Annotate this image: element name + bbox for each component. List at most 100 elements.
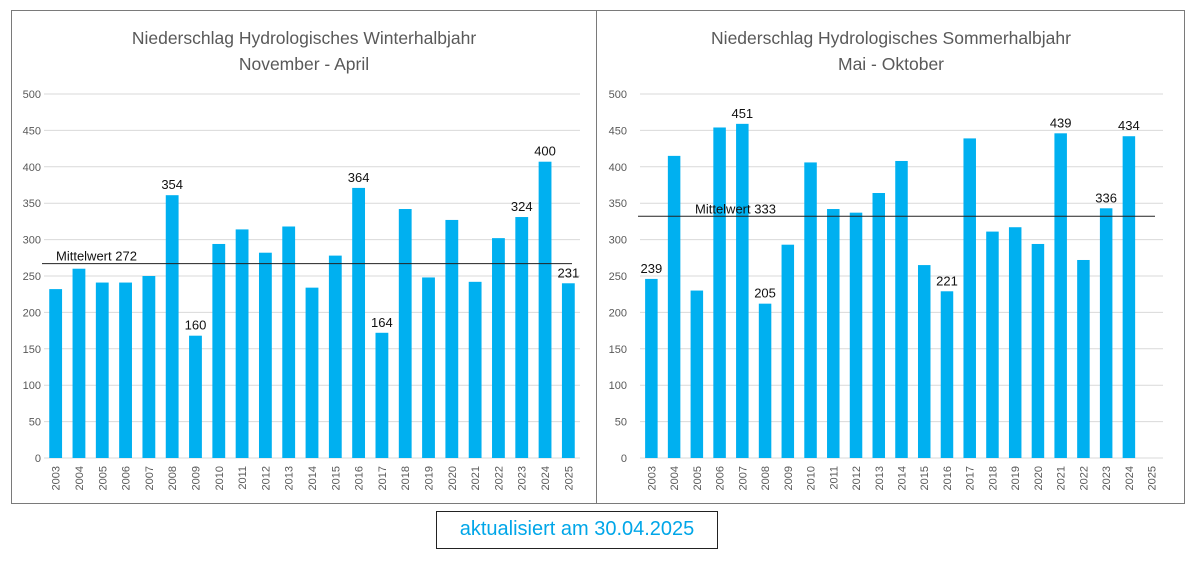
summer-x-tick-label: 2020 <box>1033 466 1045 490</box>
winter-y-tick-label: 350 <box>23 198 41 210</box>
summer-bar-2007 <box>736 123 749 459</box>
winter-x-tick-label: 2012 <box>260 466 272 490</box>
winter-y-tick-label: 500 <box>23 89 41 101</box>
winter-x-tick-label: 2025 <box>563 466 575 490</box>
winter-bar-2012 <box>258 252 272 458</box>
winter-bar-2015 <box>328 255 342 458</box>
winter-mean-label: Mittelwert 272 <box>56 249 137 264</box>
winter-bar-2008 <box>165 195 179 458</box>
winter-x-tick-label: 2010 <box>214 466 226 490</box>
summer-bar-2021 <box>1054 133 1067 458</box>
summer-bar-2005 <box>690 290 704 458</box>
summer-y-tick-label: 500 <box>609 89 627 101</box>
summer-bar-2006 <box>713 127 726 458</box>
winter-bar-2014 <box>305 287 319 458</box>
winter-data-label: 400 <box>534 144 556 159</box>
summer-bar-2023 <box>1099 208 1113 458</box>
chart-panel-winter: Niederschlag Hydrologisches Winterhalbja… <box>11 10 597 504</box>
winter-bar-2022 <box>492 238 505 458</box>
summer-x-tick-label: 2025 <box>1147 466 1159 490</box>
winter-bar-2010 <box>212 243 226 458</box>
winter-bar-2021 <box>468 281 482 458</box>
summer-y-tick-label: 450 <box>609 125 627 137</box>
summer-x-tick-label: 2012 <box>851 466 863 490</box>
winter-x-tick-label: 2013 <box>284 466 296 490</box>
winter-bar-2023 <box>515 217 529 458</box>
winter-data-label: 164 <box>371 315 393 330</box>
summer-x-tick-label: 2015 <box>919 466 931 490</box>
summer-x-tick-label: 2019 <box>1010 466 1022 490</box>
summer-data-label: 205 <box>754 286 776 301</box>
summer-x-tick-label: 2024 <box>1124 466 1136 490</box>
winter-x-tick-label: 2018 <box>400 466 412 490</box>
winter-bar-2009 <box>189 335 202 458</box>
winter-bar-2020 <box>445 219 459 458</box>
winter-bar-2013 <box>282 226 296 458</box>
winter-x-tick-label: 2023 <box>517 466 529 490</box>
summer-x-tick-label: 2013 <box>874 466 886 490</box>
winter-data-label: 364 <box>348 170 370 185</box>
chart-panel-summer: Niederschlag Hydrologisches Sommerhalbja… <box>596 10 1185 504</box>
summer-chart-subtitle: Mai - Oktober <box>838 54 944 74</box>
summer-bar-2012 <box>849 212 863 458</box>
summer-y-tick-label: 200 <box>609 307 627 319</box>
winter-bar-2016 <box>352 187 366 459</box>
winter-y-tick-label: 400 <box>23 162 41 174</box>
summer-x-tick-label: 2022 <box>1078 466 1090 490</box>
summer-data-label: 439 <box>1050 115 1072 130</box>
summer-x-tick-label: 2016 <box>942 466 954 490</box>
summer-x-tick-label: 2018 <box>987 466 999 490</box>
summer-x-tick-label: 2005 <box>692 466 704 490</box>
winter-bar-2018 <box>398 209 412 458</box>
winter-x-tick-label: 2007 <box>144 466 156 490</box>
summer-y-tick-label: 300 <box>609 235 627 247</box>
winter-bar-2024 <box>538 161 552 459</box>
summer-x-tick-label: 2006 <box>715 466 727 490</box>
summer-x-tick-label: 2017 <box>965 466 977 490</box>
winter-y-tick-label: 100 <box>23 380 41 392</box>
summer-x-tick-label: 2007 <box>737 466 749 490</box>
summer-bar-2018 <box>986 231 999 458</box>
chart-svg-summer: Niederschlag Hydrologisches Sommerhalbja… <box>609 28 1163 490</box>
winter-data-label: 324 <box>511 199 533 214</box>
summer-y-tick-label: 350 <box>609 198 627 210</box>
winter-x-tick-label: 2005 <box>97 466 109 490</box>
winter-data-label: 354 <box>161 177 183 192</box>
summer-data-label: 434 <box>1118 118 1140 133</box>
summer-y-tick-label: 150 <box>609 344 627 356</box>
summer-bar-2003 <box>645 278 658 458</box>
summer-bar-2015 <box>917 265 931 458</box>
winter-bar-2019 <box>422 277 435 458</box>
winter-y-tick-label: 150 <box>23 344 41 356</box>
summer-y-tick-label: 0 <box>621 453 627 465</box>
winter-chart-subtitle: November - April <box>239 54 369 74</box>
winter-bar-2006 <box>119 282 132 458</box>
winter-y-tick-label: 200 <box>23 307 41 319</box>
winter-x-tick-label: 2008 <box>167 466 179 490</box>
winter-bar-2017 <box>375 332 389 458</box>
summer-bar-2016 <box>940 291 954 458</box>
winter-x-tick-label: 2014 <box>307 466 319 490</box>
summer-y-tick-label: 100 <box>609 380 627 392</box>
winter-y-tick-label: 300 <box>23 235 41 247</box>
summer-bar-2020 <box>1031 243 1045 458</box>
summer-bar-2004 <box>667 155 681 458</box>
summer-y-tick-label: 250 <box>609 271 627 283</box>
summer-bar-2014 <box>895 160 908 458</box>
updated-note: aktualisiert am 30.04.2025 <box>436 511 718 549</box>
winter-y-tick-label: 50 <box>29 417 41 429</box>
winter-x-tick-label: 2015 <box>330 466 342 490</box>
summer-data-label: 451 <box>731 106 753 121</box>
winter-bar-2003 <box>49 289 63 458</box>
summer-bar-2017 <box>963 138 976 458</box>
winter-y-tick-label: 0 <box>35 453 41 465</box>
summer-x-tick-label: 2011 <box>828 466 840 490</box>
winter-bar-2005 <box>95 282 109 458</box>
winter-bar-2007 <box>142 276 156 458</box>
winter-x-tick-label: 2017 <box>377 466 389 490</box>
winter-x-tick-label: 2016 <box>354 466 366 490</box>
winter-x-tick-label: 2004 <box>74 466 86 490</box>
chart-svg-winter: Niederschlag Hydrologisches Winterhalbja… <box>23 28 580 490</box>
summer-bar-2010 <box>804 162 817 458</box>
winter-x-tick-label: 2006 <box>121 466 133 490</box>
